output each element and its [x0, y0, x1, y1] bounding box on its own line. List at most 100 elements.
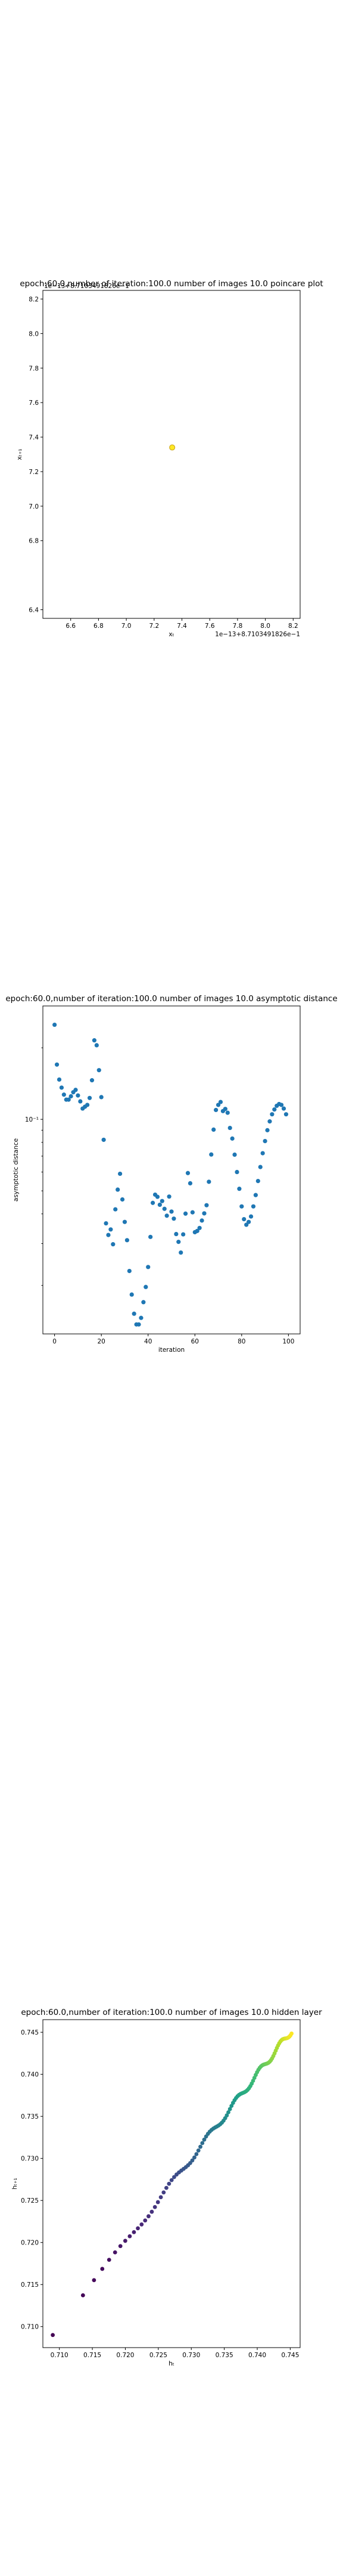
- data-point: [209, 1152, 214, 1157]
- data-point: [227, 2107, 232, 2111]
- data-point: [148, 1234, 153, 1239]
- x-tick-label: 6.8: [93, 623, 104, 630]
- y-axis-label: hₜ₊₁: [11, 2178, 18, 2190]
- data-point: [172, 2175, 176, 2179]
- data-point: [200, 2141, 205, 2145]
- data-point: [68, 1094, 73, 1099]
- data-point: [124, 1238, 129, 1243]
- offset-text-x: 1e−13+8.7103491826e−1: [215, 631, 300, 638]
- y-tick-label: 7.6: [29, 400, 39, 407]
- y-tick-label: 8.0: [29, 330, 39, 338]
- data-point: [167, 2181, 172, 2186]
- data-point: [169, 2178, 174, 2182]
- data-point: [194, 2152, 199, 2156]
- data-point: [265, 1128, 270, 1132]
- data-point: [199, 1218, 204, 1223]
- x-tick-label: 0.715: [83, 2352, 101, 2359]
- data-point: [92, 2278, 96, 2283]
- y-tick-label: 6.8: [29, 538, 39, 545]
- data-point: [164, 2185, 169, 2190]
- y-tick-label: 0.735: [21, 2113, 39, 2120]
- x-tick-label: 60: [191, 1338, 199, 1345]
- data-point: [108, 1227, 113, 1232]
- x-tick-label: 7.6: [205, 623, 215, 630]
- data-point: [239, 1204, 244, 1209]
- data-point: [136, 1322, 141, 1327]
- data-point: [169, 1209, 174, 1214]
- data-point: [270, 1112, 275, 1117]
- data-point: [185, 1171, 191, 1175]
- y-tick-label: 6.4: [29, 607, 39, 614]
- data-point: [272, 1107, 277, 1112]
- x-tick-label: 7.0: [121, 623, 132, 630]
- data-point: [226, 2110, 230, 2114]
- data-point: [139, 2222, 144, 2227]
- data-point: [66, 1097, 71, 1102]
- data-point: [204, 1203, 209, 1208]
- x-tick-label: 7.2: [149, 623, 159, 630]
- data-point: [179, 1250, 183, 1255]
- x-tick-label: 6.6: [66, 623, 76, 630]
- data-point: [150, 1200, 155, 1205]
- x-tick-label: 0.730: [182, 2352, 200, 2359]
- data-point: [160, 1199, 164, 1203]
- data-point: [80, 2293, 85, 2298]
- data-point: [144, 1284, 148, 1289]
- data-point: [78, 1099, 83, 1104]
- data-point: [258, 1165, 263, 1169]
- data-point: [143, 2218, 148, 2223]
- data-point: [281, 1106, 286, 1111]
- data-point: [255, 1178, 260, 1184]
- data-point: [85, 1103, 90, 1107]
- data-point: [230, 1136, 235, 1141]
- data-point: [198, 2144, 202, 2149]
- x-tick-label: 0.710: [51, 2352, 68, 2359]
- y-tick-label: 0.745: [21, 2029, 39, 2036]
- data-point: [279, 1103, 284, 1107]
- data-point: [141, 1300, 146, 1305]
- data-point: [51, 2333, 55, 2337]
- data-point: [197, 1225, 202, 1230]
- x-tick-label: 80: [238, 1338, 245, 1345]
- y-tick-label: 8.2: [29, 296, 39, 303]
- asymptotic-distance-chart: epoch:60.0,number of iteration:100.0 num…: [5, 994, 337, 1354]
- data-point: [96, 1068, 101, 1073]
- data-point: [229, 2104, 234, 2109]
- plot-frame: [42, 2019, 301, 2348]
- data-point: [181, 1232, 186, 1237]
- data-point: [225, 1110, 230, 1115]
- x-tick-label: 0.735: [216, 2352, 233, 2359]
- data-point: [283, 1112, 289, 1117]
- data-point: [94, 1043, 99, 1048]
- data-point: [116, 1187, 120, 1192]
- x-tick-label: 8.0: [260, 623, 270, 630]
- data-point: [202, 1211, 207, 1216]
- data-point: [139, 1315, 144, 1320]
- y-tick-label: 7.2: [29, 469, 39, 476]
- x-tick-label: 8.2: [288, 623, 298, 630]
- data-point: [132, 2230, 136, 2234]
- data-point: [155, 2200, 160, 2205]
- data-point: [122, 1219, 127, 1224]
- data-point: [235, 1169, 239, 1175]
- data-point: [59, 1085, 64, 1090]
- data-point: [253, 1193, 258, 1197]
- data-point: [223, 1107, 227, 1111]
- data-point: [127, 1268, 132, 1274]
- y-tick-label: 0.725: [21, 2197, 39, 2205]
- data-point: [52, 1022, 57, 1027]
- data-point: [89, 1078, 95, 1083]
- data-point: [132, 1311, 136, 1316]
- x-axis-label: xₜ: [169, 631, 174, 638]
- y-tick-label: 7.0: [29, 503, 39, 510]
- data-point: [87, 1095, 92, 1100]
- data-point: [176, 1240, 181, 1244]
- data-point: [202, 2137, 207, 2142]
- data-point: [157, 1202, 162, 1207]
- data-point: [183, 1211, 188, 1216]
- y-axis-label: asymptotic distance: [13, 1138, 20, 1202]
- data-point: [214, 1107, 219, 1113]
- data-point: [237, 1187, 242, 1191]
- data-point: [92, 1038, 96, 1043]
- data-point: [216, 1103, 221, 1107]
